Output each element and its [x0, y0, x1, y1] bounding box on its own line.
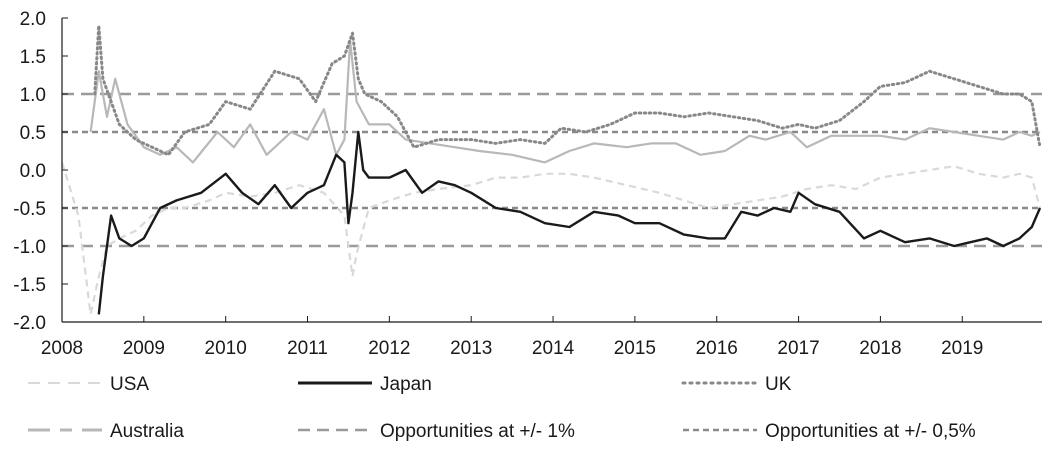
legend-label: Japan [380, 374, 432, 395]
x-tick-label: 2011 [287, 338, 328, 359]
y-tick-label: 1.5 [20, 47, 46, 68]
x-tick-label: 2014 [532, 338, 575, 359]
legend-label: Opportunities at +/- 0,5% [765, 421, 976, 442]
y-tick-label: 1.0 [20, 85, 46, 106]
x-tick-label: 2016 [696, 338, 738, 359]
axes [61, 18, 1042, 323]
legend: USA Japan UK Australia Opportunities at +/- … [28, 374, 976, 442]
legend-label: Opportunities at +/- 1% [380, 421, 575, 442]
y-tick-label: -1.0 [13, 237, 46, 258]
x-tick-label: 2008 [41, 338, 83, 359]
x-tick-label: 2010 [205, 338, 247, 359]
x-tick-label: 2012 [368, 338, 410, 359]
series-line-uk [93, 24, 1042, 157]
series-layer [60, 24, 1042, 316]
y-tick-labels: 2.0 1.5 1.0 0.5 0.0 -0.5 -1.0 -1.5 -2.0 [13, 9, 68, 334]
y-tick-label: -1.5 [13, 275, 46, 296]
x-tick-label: 2017 [777, 338, 819, 359]
y-tick-label: -0.5 [13, 199, 46, 220]
series-line-japan [97, 130, 1042, 315]
y-tick-label: -2.0 [13, 313, 46, 334]
y-tick-label: 2.0 [20, 9, 46, 30]
x-tick-label: 2015 [614, 338, 656, 359]
x-tick-label: 2019 [941, 338, 983, 359]
y-tick-label: 0.5 [20, 123, 46, 144]
x-tick-label: 2009 [123, 338, 165, 359]
y-tick-label: 0.0 [20, 161, 46, 182]
x-tick-label: 2013 [450, 338, 492, 359]
legend-label: Australia [110, 421, 184, 442]
series-line-australia [89, 39, 1041, 164]
x-tick-label: 2018 [859, 338, 901, 359]
x-tick-labels: 2008 2009 2010 2011 2012 2013 2014 2015 2016 2017… [41, 316, 983, 359]
legend-label: USA [110, 374, 149, 395]
series-line-usa [60, 162, 1042, 316]
legend-label: UK [765, 374, 792, 395]
reference-lines [62, 92, 1042, 248]
